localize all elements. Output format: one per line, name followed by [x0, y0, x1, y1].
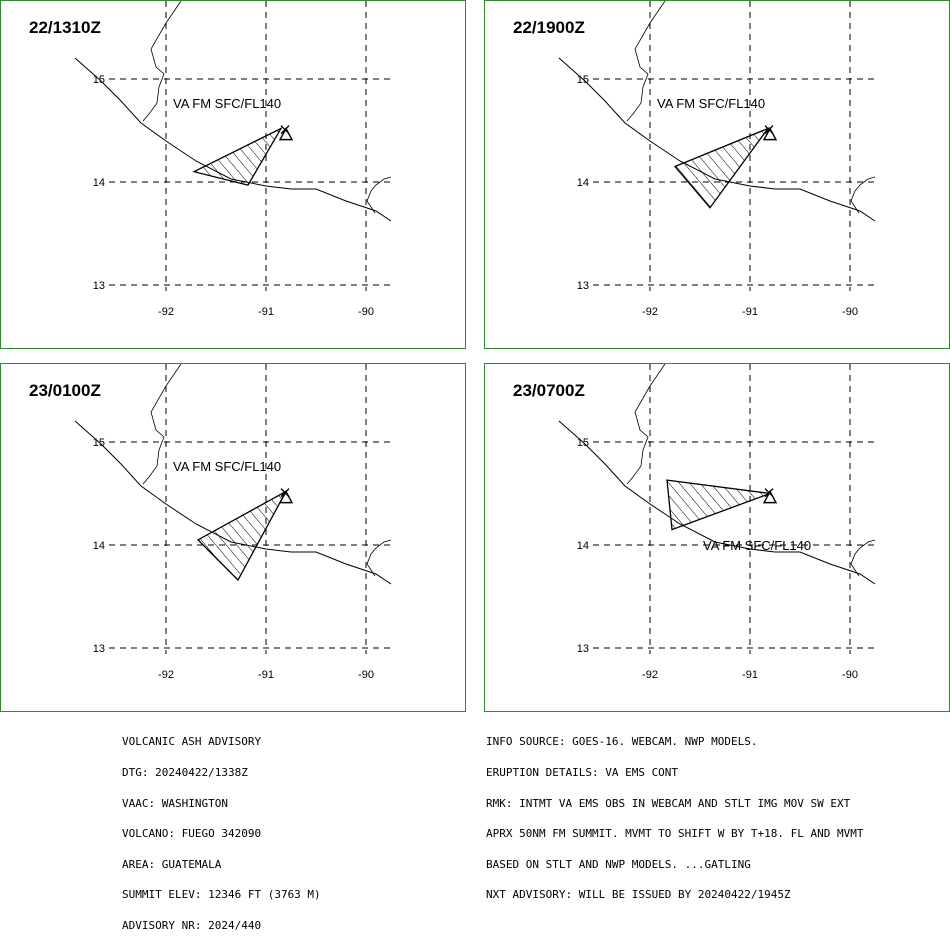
advisory-line: SUMMIT ELEV: 12346 FT (3763 M) [122, 888, 321, 902]
advisory-line: NXT ADVISORY: WILL BE ISSUED BY 20240422… [486, 888, 791, 902]
ash-cloud-polygon [196, 489, 288, 582]
map-panel-4: -92 -91 -90 15 14 13 VA FM SFC/FL140 23/0700Z [484, 363, 950, 712]
country-border [850, 539, 876, 577]
lon-tick-label: -91 [742, 306, 758, 318]
coastline [74, 57, 392, 222]
lon-tick-label: -90 [358, 669, 374, 681]
advisory-line: ERUPTION DETAILS: VA EMS CONT [486, 766, 679, 779]
lat-tick-label: 13 [93, 280, 105, 292]
advisory-line: ADVISORY NR: 2024/440 [122, 918, 262, 932]
advisory-line: VOLCANO: FUEGO 342090 [122, 827, 262, 841]
advisory-line: RMK: INTMT VA EMS OBS IN WEBCAM AND STLT… [486, 796, 851, 810]
volcano-triangle-x-icon [762, 488, 778, 504]
advisory-line: AREA: GUATEMALA [122, 857, 222, 871]
country-border [626, 364, 666, 485]
advisory-line: INFO SOURCE: GOES-16. WEBCAM. NWP MODELS… [486, 735, 758, 749]
lon-tick-label: -91 [742, 669, 758, 681]
country-border [366, 176, 392, 214]
ash-level-label: VA FM SFC/FL140 [657, 96, 765, 111]
lon-tick-label: -90 [842, 669, 858, 681]
lon-tick-label: -90 [842, 306, 858, 318]
lat-tick-label: 14 [93, 540, 105, 552]
ash-cloud-polygon [192, 126, 283, 186]
advisory-line: VOLCANIC ASH ADVISORY [122, 735, 262, 749]
country-border [366, 539, 392, 577]
lat-tick-label: 13 [93, 643, 105, 655]
ash-level-label: VA FM SFC/FL140 [173, 459, 281, 474]
advisory-info-left: VOLCANIC ASH ADVISORY DTG: 20240422/1338… [122, 717, 321, 941]
lat-tick-label: 13 [577, 280, 589, 292]
country-border [142, 364, 182, 485]
advisory-line: DTG: 20240422/1338Z [122, 766, 248, 779]
ash-cloud-polygon [673, 126, 770, 209]
country-border [850, 176, 876, 214]
lon-tick-label: -91 [258, 669, 274, 681]
lon-tick-label: -90 [358, 306, 374, 318]
lat-tick-label: 14 [577, 540, 589, 552]
volcano-triangle-x-icon [278, 488, 294, 504]
lat-tick-label: 14 [93, 177, 105, 189]
ash-cloud-polygon [666, 479, 771, 531]
lon-tick-label: -91 [258, 306, 274, 318]
lon-tick-label: -92 [158, 669, 174, 681]
ash-level-label: VA FM SFC/FL140 [173, 96, 281, 111]
volcano-triangle-x-icon [762, 125, 778, 141]
advisory-line: APRX 50NM FM SUMMIT. MVMT TO SHIFT W BY … [486, 827, 864, 841]
advisory-line: BASED ON STLT AND NWP MODELS. ...GATLING [486, 857, 751, 871]
map-panel-2: -92 -91 -90 15 14 13 VA FM SFC/FL140 22/1900Z [484, 0, 950, 349]
volcano-triangle-x-icon [278, 125, 294, 141]
lon-tick-label: -92 [642, 306, 658, 318]
panel-time-4: 23/0700Z [513, 381, 585, 400]
map-panel-1: -92 -91 -90 15 14 13 VA FM SFC/FL140 22/1310Z [0, 0, 466, 349]
panel-time-1: 22/1310Z [29, 18, 101, 37]
lon-tick-label: -92 [158, 306, 174, 318]
coastline [558, 420, 876, 585]
advisory-line: VAAC: WASHINGTON [122, 796, 228, 810]
lon-tick-label: -92 [642, 669, 658, 681]
ash-level-label: VA FM SFC/FL140 [703, 538, 811, 553]
panel-time-2: 22/1900Z [513, 18, 585, 37]
panel-time-3: 23/0100Z [29, 381, 101, 400]
map-panel-3: -92 -91 -90 15 14 13 VA FM SFC/FL140 23/0100Z [0, 363, 466, 712]
country-border [626, 1, 666, 122]
advisory-info-right: INFO SOURCE: GOES-16. WEBCAM. NWP MODELS… [486, 717, 864, 911]
lat-tick-label: 14 [577, 177, 589, 189]
country-border [142, 1, 182, 122]
lat-tick-label: 13 [577, 643, 589, 655]
